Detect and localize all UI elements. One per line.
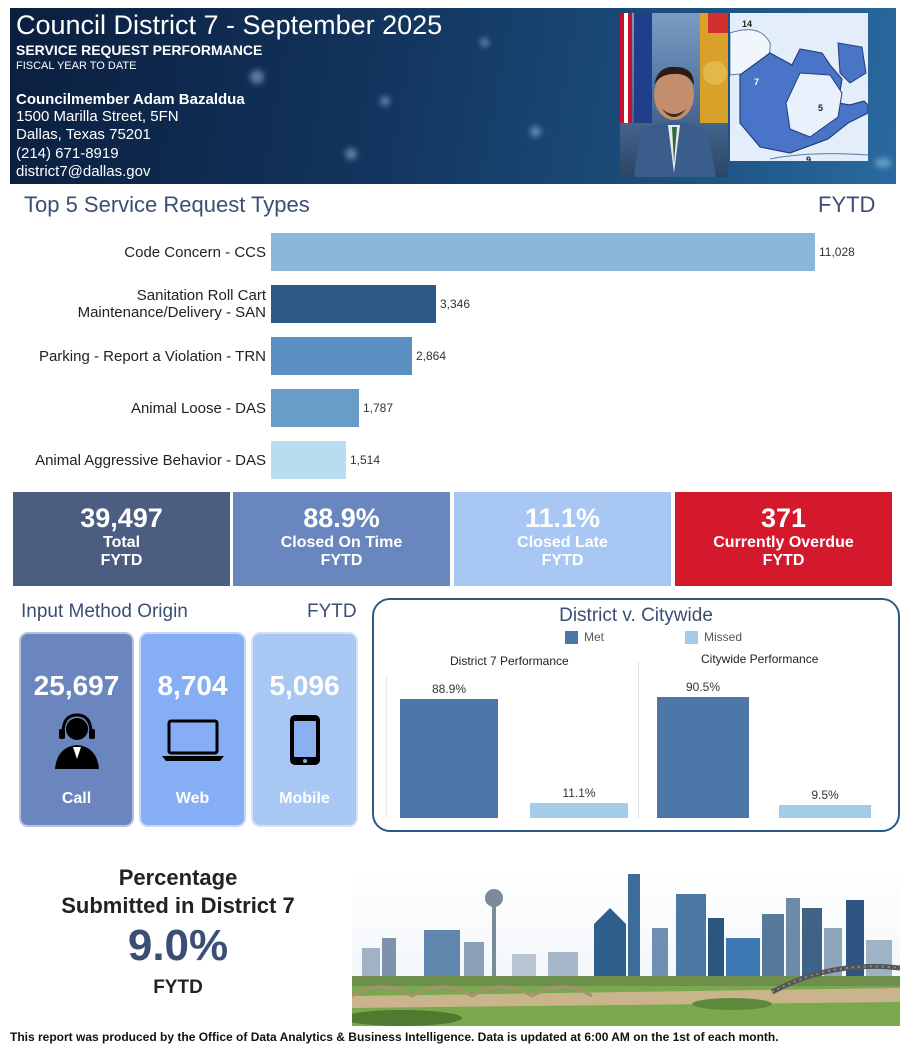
input-method-count: 25,697 (33, 670, 120, 701)
map-label-5: 5 (818, 103, 823, 113)
percentage-subheading: Submitted in District 7 (61, 893, 295, 918)
map-label-7: 7 (754, 77, 759, 87)
kpi-label: Closed On Time (280, 534, 403, 551)
comparison-title: District v. Citywide (559, 605, 713, 626)
kpi-currently-overdue[interactable]: 371 Currently Overdue FYTD (675, 492, 892, 586)
bar-4[interactable] (271, 389, 359, 427)
top5-title: Top 5 Service Request Types (24, 192, 310, 217)
bar-category-label: Animal Aggressive Behavior - DAS (35, 452, 266, 469)
bokeh-light (345, 148, 357, 160)
bar-value-label: 3,346 (440, 297, 471, 311)
percentage-heading: Percentage (118, 865, 238, 890)
kpi-value: 371 (760, 503, 807, 533)
bar-category-label-line: Maintenance/Delivery - SAN (77, 304, 266, 321)
bokeh-light (530, 126, 541, 137)
input-method-call[interactable]: 25,697 Call (19, 632, 134, 827)
chart-axis-line (386, 676, 387, 818)
district-vs-citywide-panel: District v. Citywide Met Missed District… (372, 598, 900, 832)
report-title: Council District 7 - September 2025 (16, 10, 443, 40)
input-method-web[interactable]: 8,704 Web (139, 632, 246, 827)
bar-value-label: 11,028 (819, 245, 855, 259)
district-map: 14 7 5 9 (729, 13, 869, 165)
kpi-total[interactable]: 39,497 Total FYTD (13, 492, 230, 586)
legend-missed-label: Missed (704, 630, 743, 644)
kpi-closed-on-time[interactable]: 88.9% Closed On Time FYTD (233, 492, 450, 586)
report-subtitle: SERVICE REQUEST PERFORMANCE (16, 42, 263, 58)
phone-number: (214) 671-8919 (16, 145, 119, 162)
comparison-bar-value: 88.9% (431, 682, 467, 696)
kpi-label: Total (102, 534, 141, 551)
input-method-label: Mobile (279, 790, 330, 807)
bar-category-label-line: Animal Loose - DAS (130, 399, 266, 417)
input-method-mobile[interactable]: 5,096 Mobile (251, 632, 358, 827)
map-label-14: 14 (742, 19, 752, 29)
bokeh-light (380, 96, 390, 106)
comparison-bar-missed[interactable] (779, 805, 871, 818)
bar-category-label: Parking - Report a Violation - TRN (39, 348, 266, 365)
kpi-period: FYTD (762, 552, 805, 569)
phone-icon (253, 708, 356, 772)
dallas-skyline-image (342, 868, 900, 1026)
input-method-label: Call (61, 790, 92, 807)
legend-missed-swatch (685, 631, 698, 644)
legend-met-swatch (565, 631, 578, 644)
kpi-value: 39,497 (80, 503, 163, 533)
percentage-value: 9.0% (127, 921, 229, 970)
input-method-period: FYTD (307, 601, 357, 622)
bar-category-label-line: Sanitation Roll Cart (136, 287, 266, 304)
comparison-bar-missed[interactable] (530, 803, 628, 818)
map-label-9: 9 (806, 155, 811, 161)
bar-category-label: Sanitation Roll Cart Maintenance/Delivery… (78, 287, 266, 321)
comparison-subchart-title: District 7 Performance (450, 654, 569, 668)
councilmember-name: Councilmember Adam Bazaldua (16, 91, 245, 108)
comparison-bar-value: 90.5% (685, 680, 721, 694)
bokeh-light (875, 158, 891, 168)
bar-2[interactable] (271, 285, 436, 323)
kpi-value: 11.1% (524, 503, 601, 533)
bar-3[interactable] (271, 337, 412, 375)
address-line-2: Dallas, Texas 75201 (16, 126, 151, 143)
bar-5[interactable] (271, 441, 346, 479)
bokeh-light (250, 70, 264, 84)
panel-divider (638, 662, 639, 818)
laptop-icon (141, 708, 244, 772)
bar-category-label: Animal Loose - DAS (131, 400, 266, 417)
address-line-1: 1500 Marilla Street, 5FN (16, 108, 179, 125)
kpi-label: Closed Late (517, 534, 608, 551)
comparison-bar-value: 11.1% (562, 786, 596, 800)
kpi-closed-late[interactable]: 11.1% Closed Late FYTD (454, 492, 671, 586)
councilmember-portrait (620, 13, 728, 177)
input-method-label: Web (175, 790, 210, 807)
input-method-count: 8,704 (157, 670, 228, 701)
kpi-label: Currently Overdue (713, 534, 854, 551)
report-subtitle-period: FISCAL YEAR TO DATE (16, 60, 137, 72)
kpi-value: 88.9% (303, 503, 380, 533)
email-address[interactable]: district7@dallas.gov (16, 163, 151, 180)
comparison-bar-met[interactable] (657, 697, 749, 818)
bar-value-label: 1,514 (350, 453, 381, 467)
report-footer: This report was produced by the Office o… (10, 1030, 779, 1044)
bar-category-label-line: Parking - Report a Violation - TRN (38, 347, 266, 365)
bar-category-label: Code Concern - CCS (124, 244, 266, 261)
kpi-period: FYTD (541, 552, 584, 569)
bar-category-label-line: Animal Aggressive Behavior - DAS (35, 451, 266, 469)
bar-category-label-line: Code Concern - CCS (124, 243, 266, 261)
kpi-period: FYTD (320, 552, 363, 569)
bar-value-label: 1,787 (363, 401, 394, 415)
legend-met-label: Met (584, 630, 605, 644)
comparison-bar-met[interactable] (400, 699, 498, 818)
headset-icon (21, 708, 132, 772)
bokeh-light (480, 38, 489, 47)
report-header: Council District 7 - September 2025 SERV… (10, 8, 896, 184)
percentage-period: FYTD (153, 977, 203, 998)
input-method-count: 5,096 (269, 670, 340, 701)
bar-value-label: 2,864 (416, 349, 447, 363)
comparison-bar-value: 9.5% (811, 788, 839, 802)
input-method-title: Input Method Origin (21, 601, 188, 622)
comparison-subchart-title: Citywide Performance (701, 652, 819, 666)
top5-period: FYTD (818, 192, 876, 217)
bar-1[interactable] (271, 233, 815, 271)
kpi-period: FYTD (100, 552, 143, 569)
